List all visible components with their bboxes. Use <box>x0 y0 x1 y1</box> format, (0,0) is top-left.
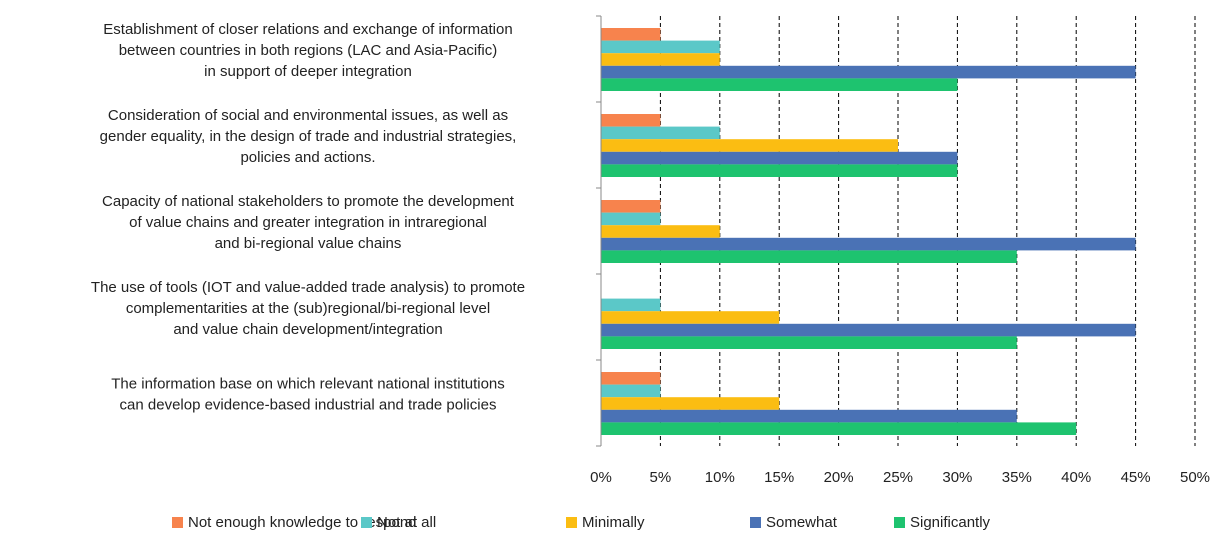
bar <box>601 78 958 91</box>
legend-swatch <box>566 517 577 528</box>
legend-label: Significantly <box>910 514 991 531</box>
x-tick-label: 50% <box>1180 469 1210 486</box>
bar <box>601 336 1017 349</box>
x-tick-label: 15% <box>764 469 794 486</box>
category-label: Capacity of national stakeholders to pro… <box>102 193 515 252</box>
category-label-line: complementarities at the (sub)regional/b… <box>126 300 490 317</box>
bar <box>601 28 661 41</box>
legend-swatch <box>361 517 372 528</box>
bar <box>601 225 720 238</box>
bar <box>601 53 720 66</box>
category-label: The information base on which relevant n… <box>111 375 505 413</box>
bar <box>601 114 661 127</box>
x-tick-label: 0% <box>590 469 612 486</box>
category-label-line: and value chain development/integration <box>173 321 442 338</box>
legend-swatch <box>750 517 761 528</box>
bar <box>601 40 720 54</box>
category-label-line: policies and actions. <box>240 149 375 166</box>
category-label-line: The information base on which relevant n… <box>111 375 505 392</box>
bar <box>601 200 661 213</box>
bar <box>601 311 780 324</box>
category-label-line: Consideration of social and environmenta… <box>108 107 508 124</box>
category-label-line: between countries in both regions (LAC a… <box>119 42 498 59</box>
category-label-line: in support of deeper integration <box>204 63 412 80</box>
bar <box>601 298 661 312</box>
bar <box>601 151 958 165</box>
x-tick-label: 5% <box>650 469 672 486</box>
bar <box>601 250 1017 263</box>
x-tick-label: 20% <box>824 469 854 486</box>
category-label-line: and bi-regional value chains <box>215 235 402 252</box>
x-tick-label: 10% <box>705 469 735 486</box>
legend-swatch <box>894 517 905 528</box>
legend-label: Somewhat <box>766 514 838 531</box>
category-label: Consideration of social and environmenta… <box>100 107 517 166</box>
category-label: The use of tools (IOT and value-added tr… <box>91 279 525 338</box>
legend-label: Not enough knowledge to respond <box>188 514 417 531</box>
bar <box>601 164 958 177</box>
x-tick-label: 40% <box>1061 469 1091 486</box>
category-label: Establishment of closer relations and ex… <box>103 21 512 80</box>
bar <box>601 323 1136 337</box>
category-label-line: of value chains and greater integration … <box>129 214 487 231</box>
bar <box>601 372 661 385</box>
category-label-line: Capacity of national stakeholders to pro… <box>102 193 515 210</box>
bar <box>601 126 720 140</box>
bar <box>601 65 1136 79</box>
category-label-line: can develop evidence-based industrial an… <box>120 396 497 413</box>
category-label-line: The use of tools (IOT and value-added tr… <box>91 279 525 296</box>
category-label-line: Establishment of closer relations and ex… <box>103 21 512 38</box>
legend-label: Minimally <box>582 514 645 531</box>
bar <box>601 384 661 398</box>
bar <box>601 397 780 410</box>
x-tick-label: 45% <box>1121 469 1151 486</box>
bar <box>601 422 1077 435</box>
bar <box>601 237 1136 251</box>
legend-swatch <box>172 517 183 528</box>
x-tick-label: 30% <box>942 469 972 486</box>
legend-label: Not at all <box>377 514 436 531</box>
x-tick-label: 35% <box>1002 469 1032 486</box>
bar <box>601 212 661 226</box>
bar <box>601 409 1017 423</box>
bar <box>601 139 898 152</box>
x-tick-label: 25% <box>883 469 913 486</box>
category-label-line: gender equality, in the design of trade … <box>100 128 517 145</box>
